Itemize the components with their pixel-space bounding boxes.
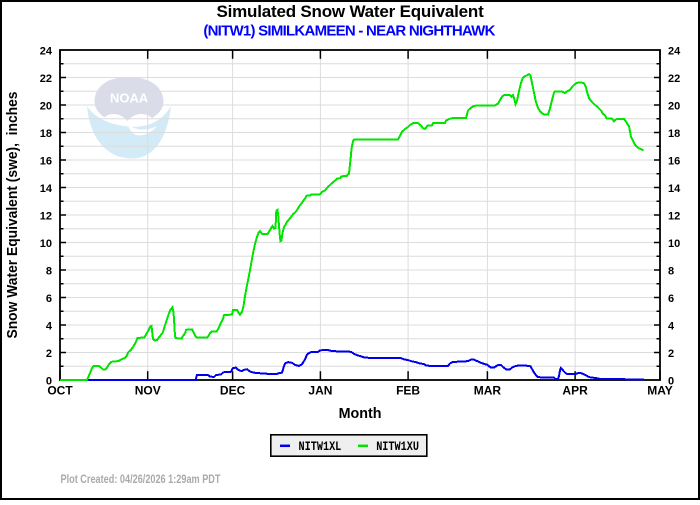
svg-text:8: 8 (668, 265, 674, 277)
svg-text:24: 24 (40, 45, 53, 57)
svg-text:0: 0 (46, 375, 52, 387)
svg-text:Month: Month (339, 406, 382, 422)
svg-text:14: 14 (40, 183, 53, 195)
svg-text:Simulated Snow Water Equivalen: Simulated Snow Water Equivalent (216, 2, 484, 21)
svg-text:NOAA: NOAA (110, 91, 149, 106)
svg-text:DEC: DEC (220, 384, 246, 398)
svg-text:16: 16 (40, 155, 52, 167)
svg-text:APR: APR (562, 384, 588, 398)
svg-text:JAN: JAN (308, 384, 332, 398)
svg-text:NITW1XL: NITW1XL (299, 439, 342, 454)
svg-text:NOV: NOV (135, 384, 161, 398)
svg-text:8: 8 (46, 265, 52, 277)
svg-text:Snow Water Equivalent (swe),: Snow Water Equivalent (swe), inches (4, 92, 21, 339)
svg-text:6: 6 (668, 293, 674, 305)
svg-text:(NITW1) SIMILKAMEEN - NEAR NIG: (NITW1) SIMILKAMEEN - NEAR NIGHTHAWK (203, 23, 495, 40)
svg-text:24: 24 (668, 45, 681, 57)
svg-text:18: 18 (668, 128, 680, 140)
svg-text:OCT: OCT (47, 384, 73, 398)
svg-text:Plot Created: 04/26/2026 1:29a: Plot Created: 04/26/2026 1:29am PDT (61, 472, 222, 486)
svg-text:4: 4 (46, 320, 53, 332)
svg-text:12: 12 (668, 210, 680, 222)
svg-text:20: 20 (668, 100, 680, 112)
svg-text:4: 4 (668, 320, 675, 332)
svg-text:12: 12 (40, 210, 52, 222)
svg-text:16: 16 (668, 155, 680, 167)
svg-text:NITW1XU: NITW1XU (376, 439, 419, 454)
svg-text:18: 18 (40, 128, 52, 140)
svg-text:6: 6 (46, 293, 52, 305)
svg-text:20: 20 (40, 100, 52, 112)
svg-text:2: 2 (668, 348, 674, 360)
svg-text:22: 22 (668, 73, 680, 85)
svg-text:MAR: MAR (474, 384, 502, 398)
svg-text:10: 10 (40, 238, 52, 250)
svg-text:10: 10 (668, 238, 680, 250)
svg-text:2: 2 (46, 348, 52, 360)
svg-text:MAY: MAY (647, 384, 673, 398)
svg-text:0: 0 (668, 375, 674, 387)
svg-text:14: 14 (668, 183, 681, 195)
svg-text:22: 22 (40, 73, 52, 85)
svg-text:FEB: FEB (396, 384, 420, 398)
